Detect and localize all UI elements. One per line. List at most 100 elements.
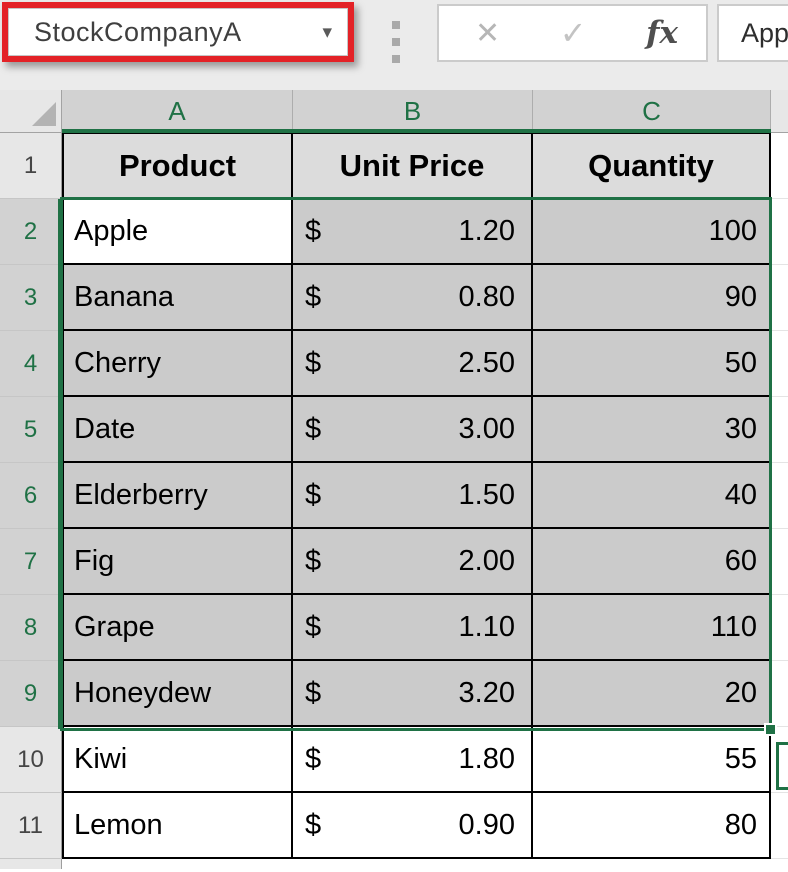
- row-header-6[interactable]: 6: [0, 463, 62, 529]
- price-value: 1.20: [458, 214, 515, 247]
- cell-b2[interactable]: $ 1.20: [293, 199, 533, 265]
- selected-columns-underline: [62, 129, 771, 133]
- table-row: 10 Kiwi $ 1.80 55: [0, 727, 788, 793]
- cell-b5[interactable]: $ 3.00: [293, 397, 533, 463]
- cell-d8-partial[interactable]: [771, 595, 788, 661]
- cell-c6[interactable]: 40: [533, 463, 771, 529]
- column-header-d-partial[interactable]: [771, 90, 788, 133]
- cell-a3[interactable]: Banana: [62, 265, 293, 331]
- cell-a9[interactable]: Honeydew: [62, 661, 293, 727]
- currency-symbol: $: [305, 610, 322, 643]
- row-header-7[interactable]: 7: [0, 529, 62, 595]
- column-header-a[interactable]: A: [62, 90, 293, 133]
- row-header-11[interactable]: 11: [0, 793, 62, 859]
- price-value: 2.00: [458, 544, 515, 577]
- cell-a1[interactable]: Product: [62, 133, 293, 199]
- price-value: 0.80: [458, 280, 515, 313]
- cell-d6-partial[interactable]: [771, 463, 788, 529]
- cell-b8[interactable]: $ 1.10: [293, 595, 533, 661]
- currency-symbol: $: [305, 544, 322, 577]
- cell-d7-partial[interactable]: [771, 529, 788, 595]
- cell-a7[interactable]: Fig: [62, 529, 293, 595]
- table-row: 6 Elderberry $ 1.50 40: [0, 463, 788, 529]
- price-value: 2.50: [458, 346, 515, 379]
- cell-d11-partial[interactable]: [771, 793, 788, 859]
- cell-a2[interactable]: Apple: [62, 199, 293, 265]
- cell-c1[interactable]: Quantity: [533, 133, 771, 199]
- name-box-value[interactable]: StockCompanyA: [34, 16, 242, 47]
- cell-c9[interactable]: 20: [533, 661, 771, 727]
- table-row: 1 Product Unit Price Quantity: [0, 133, 788, 199]
- row-header-3[interactable]: 3: [0, 265, 62, 331]
- cell-b6[interactable]: $ 1.50: [293, 463, 533, 529]
- cell-d2-partial[interactable]: [771, 199, 788, 265]
- row-header-1[interactable]: 1: [0, 133, 62, 199]
- cell-b1[interactable]: Unit Price: [293, 133, 533, 199]
- cell-a11[interactable]: Lemon: [62, 793, 293, 859]
- table-row: 2 Apple $ 1.20 100: [0, 199, 788, 265]
- cell-c8[interactable]: 110: [533, 595, 771, 661]
- cell-c3[interactable]: 90: [533, 265, 771, 331]
- cell-c4[interactable]: 50: [533, 331, 771, 397]
- cell-a10[interactable]: Kiwi: [62, 727, 293, 793]
- dropdown-arrow-icon[interactable]: ▾: [322, 21, 332, 43]
- cell-d3-partial[interactable]: [771, 265, 788, 331]
- cell-d1-partial[interactable]: [771, 133, 788, 199]
- column-header-b[interactable]: B: [293, 90, 533, 133]
- range-tooltip-partial: [776, 742, 788, 790]
- insert-function-icon[interactable]: fx: [646, 15, 678, 51]
- price-value: 3.00: [458, 412, 515, 445]
- cell-c2[interactable]: 100: [533, 199, 771, 265]
- row-header-10[interactable]: 10: [0, 727, 62, 793]
- worksheet-grid: A B C 1 Product Unit Price Quantity 2 Ap…: [0, 90, 788, 872]
- cell-c11[interactable]: 80: [533, 793, 771, 859]
- cell-a5[interactable]: Date: [62, 397, 293, 463]
- table-row: 11 Lemon $ 0.90 80: [0, 793, 788, 859]
- column-header-c[interactable]: C: [533, 90, 771, 133]
- row-header-9[interactable]: 9: [0, 661, 62, 727]
- cell-a6[interactable]: Elderberry: [62, 463, 293, 529]
- cancel-icon[interactable]: ✕: [475, 16, 501, 50]
- currency-symbol: $: [305, 412, 322, 445]
- currency-symbol: $: [305, 280, 322, 313]
- cell-c7[interactable]: 60: [533, 529, 771, 595]
- price-value: 1.80: [458, 742, 515, 775]
- enter-icon[interactable]: ✓: [559, 15, 587, 51]
- cell-a4[interactable]: Cherry: [62, 331, 293, 397]
- select-all-button[interactable]: [0, 90, 62, 133]
- price-value: 1.10: [458, 610, 515, 643]
- cell-d5-partial[interactable]: [771, 397, 788, 463]
- cell-d4-partial[interactable]: [771, 331, 788, 397]
- currency-symbol: $: [305, 478, 322, 511]
- cell-b11[interactable]: $ 0.90: [293, 793, 533, 859]
- row-header-5[interactable]: 5: [0, 397, 62, 463]
- row-header-2[interactable]: 2: [0, 199, 62, 265]
- table-row: 3 Banana $ 0.80 90: [0, 265, 788, 331]
- table-row: [0, 859, 788, 869]
- cell-b7[interactable]: $ 2.00: [293, 529, 533, 595]
- row-header-4[interactable]: 4: [0, 331, 62, 397]
- grip-dots-icon[interactable]: [392, 21, 402, 63]
- cell-c5[interactable]: 30: [533, 397, 771, 463]
- price-value: 0.90: [458, 808, 515, 841]
- cell-b3[interactable]: $ 0.80: [293, 265, 533, 331]
- cell-b4[interactable]: $ 2.50: [293, 331, 533, 397]
- currency-symbol: $: [305, 214, 322, 247]
- row-header-8[interactable]: 8: [0, 595, 62, 661]
- row-header-12-partial[interactable]: [0, 859, 62, 869]
- annotation-red-box: StockCompanyA ▾: [2, 2, 354, 62]
- cell-b9[interactable]: $ 3.20: [293, 661, 533, 727]
- currency-symbol: $: [305, 676, 322, 709]
- cell-b10[interactable]: $ 1.80: [293, 727, 533, 793]
- cell-d9-partial[interactable]: [771, 661, 788, 727]
- formula-bar-region: StockCompanyA ▾ ✕ ✓ fx Apple: [0, 0, 788, 90]
- cell-a8[interactable]: Grape: [62, 595, 293, 661]
- name-box[interactable]: StockCompanyA ▾: [8, 8, 348, 56]
- cell-c10[interactable]: 55: [533, 727, 771, 793]
- currency-symbol: $: [305, 346, 322, 379]
- price-value: 1.50: [458, 478, 515, 511]
- table-row: 9 Honeydew $ 3.20 20: [0, 661, 788, 727]
- price-value: 3.20: [458, 676, 515, 709]
- formula-bar-input[interactable]: Apple: [717, 4, 788, 62]
